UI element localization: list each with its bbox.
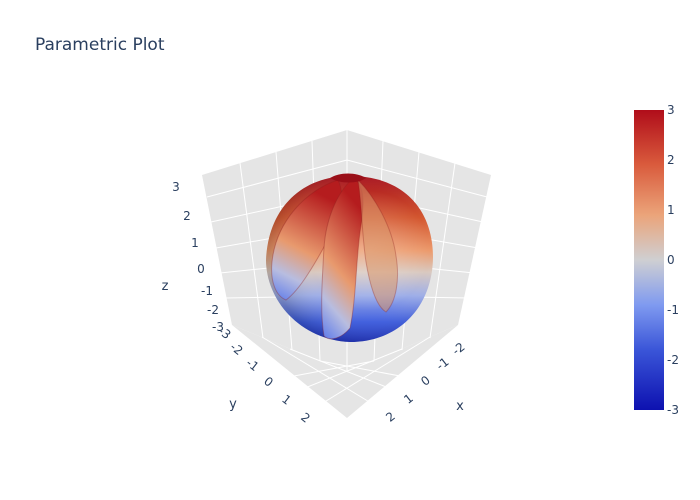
z-tick: 3 — [172, 180, 180, 194]
z-tick: 1 — [191, 236, 199, 250]
x-tick: 1 — [401, 391, 416, 407]
colorbar-tick-label: 0 — [667, 253, 675, 267]
chart-title: Parametric Plot — [35, 35, 165, 55]
parametric-surface — [266, 173, 433, 342]
x-tick: 2 — [383, 409, 398, 425]
surface-top-cap — [330, 173, 366, 183]
surface-lobe-right — [357, 178, 399, 313]
z-tick: -1 — [201, 284, 213, 298]
colorbar-gradient — [634, 110, 664, 410]
x-tick: -2 — [450, 340, 468, 358]
y-axis-label: y — [229, 397, 237, 412]
colorbar-ticks: 3 2 1 0 -1 -2 -3 — [667, 103, 679, 417]
colorbar-tick-label: 2 — [667, 153, 675, 167]
y-tick: 0 — [261, 374, 276, 390]
x-tick: 0 — [418, 373, 433, 389]
colorbar-tick-label: -3 — [667, 403, 679, 417]
colorbar-tick-label: 3 — [667, 103, 675, 117]
y-tick: 2 — [298, 410, 313, 426]
y-tick: 1 — [279, 392, 294, 408]
z-tick: -2 — [207, 303, 219, 317]
surface-lobe-center — [321, 177, 364, 340]
x-tick: -1 — [434, 355, 452, 373]
z-axis: 3 2 1 0 -1 -2 -3 z — [162, 180, 224, 334]
z-tick: -3 — [212, 320, 224, 334]
colorbar: 3 2 1 0 -1 -2 -3 — [634, 103, 679, 417]
colorbar-tick-label: -2 — [667, 353, 679, 367]
z-axis-label: z — [162, 279, 169, 294]
y-tick: -2 — [227, 340, 245, 358]
z-tick: 2 — [183, 209, 191, 223]
y-tick: -1 — [243, 356, 261, 374]
x-axis-label: x — [456, 399, 464, 414]
z-tick: 0 — [197, 262, 205, 276]
colorbar-tick-label: 1 — [667, 203, 675, 217]
colorbar-tick-label: -1 — [667, 303, 679, 317]
